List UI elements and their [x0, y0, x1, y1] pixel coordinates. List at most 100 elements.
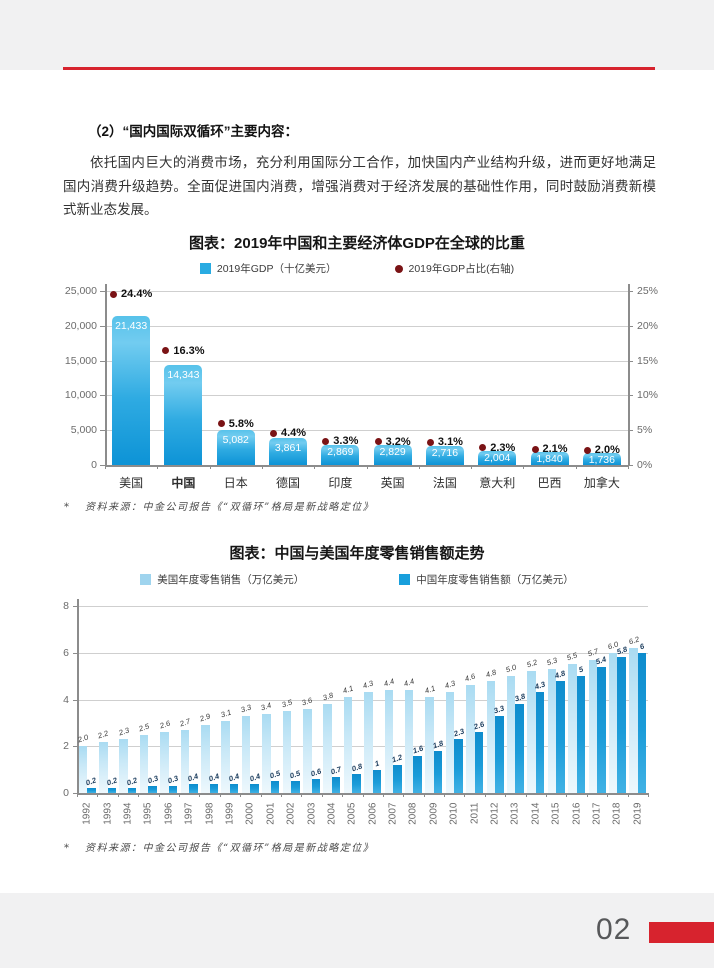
- gdp-chart-legend: 2019年GDP（十亿美元） 2019年GDP占比(右轴): [0, 261, 714, 276]
- us-value-label: 2.2: [96, 728, 110, 740]
- right-axis-label: 20%: [637, 319, 659, 332]
- x-axis-tick: [607, 793, 609, 797]
- cn-bar: [495, 715, 504, 793]
- percent-marker-row: 2.3%: [452, 441, 542, 455]
- left-axis-label: 15,000: [64, 354, 97, 367]
- cn-bar: [229, 783, 239, 793]
- bar: [373, 445, 412, 465]
- us-bar: [588, 659, 598, 793]
- cn-bar: [127, 788, 137, 793]
- x-axis-tick: [280, 793, 282, 797]
- year-label: 2001: [265, 802, 277, 825]
- us-bar: [425, 697, 434, 793]
- year-label: 2005: [346, 802, 358, 825]
- legend-label: 2019年GDP（十亿美元）: [216, 263, 337, 275]
- cn-bar: [433, 750, 443, 793]
- x-axis-tick: [261, 465, 263, 469]
- footnote-marker: *: [64, 502, 69, 513]
- cn-bar: [393, 764, 402, 793]
- us-bar: [323, 704, 332, 793]
- us-bar: [445, 692, 455, 793]
- left-axis-tick: [100, 291, 105, 292]
- retail-chart-title: 图表：中国与美国年度零售销售额走势: [229, 545, 485, 562]
- cn-bar: [189, 783, 198, 793]
- section-heading: （2）“国内国际双循环”主要内容：: [88, 124, 299, 139]
- cn-bar: [454, 739, 463, 793]
- category-label: 日本: [223, 476, 248, 490]
- bar: [530, 452, 569, 465]
- category-label: 英国: [380, 476, 405, 490]
- us-value-label: 3.8: [321, 690, 335, 703]
- us-value-label: 4.3: [362, 679, 375, 691]
- percent-dot-icon: [270, 429, 277, 437]
- year-label: 1999: [224, 802, 236, 825]
- x-axis-tick: [342, 793, 344, 797]
- cn-bar: [291, 781, 300, 793]
- us-value-label: 2.5: [137, 721, 151, 733]
- us-bar: [384, 690, 394, 793]
- us-bar: [221, 720, 230, 793]
- source-note-2: * 资料来源：中金公司报告《“双循环”格局是新战略定位》: [64, 839, 374, 854]
- right-axis-tick: [628, 291, 633, 292]
- left-axis-tick: [73, 699, 77, 701]
- footnote-text: 资料来源：中金公司报告《“双循环”格局是新战略定位》: [85, 502, 375, 513]
- percent-marker-row: 3.3%: [295, 434, 385, 448]
- cn-bar: [87, 788, 96, 793]
- bar-value-label: 3,861: [274, 442, 302, 455]
- legend-label: 美国年度零售销售（万亿美元）: [157, 574, 305, 586]
- page-number: 02: [596, 913, 632, 946]
- left-axis-label: 0: [91, 459, 97, 471]
- us-bar: [303, 708, 312, 793]
- grid-line: [105, 360, 628, 362]
- footnote-text: 资料来源：中金公司报告《“双循环”格局是新战略定位》: [85, 843, 375, 854]
- percent-label: 5.8%: [228, 417, 254, 430]
- year-label: 2014: [530, 802, 542, 825]
- cn-bar: [535, 692, 545, 793]
- body-paragraph: 依托国内巨大的消费市场，充分利用国际分工合作，加快国内产业结构升级，进而更好地满…: [63, 155, 656, 217]
- left-axis-tick: [100, 325, 105, 327]
- percent-dot-icon: [426, 438, 434, 446]
- year-label: 2004: [326, 802, 338, 825]
- percent-marker-row: 24.4%: [86, 287, 176, 301]
- bar: [478, 451, 517, 465]
- legend-label: 中国年度零售销售额（万亿美元）: [416, 574, 574, 586]
- percent-marker-row: 2.1%: [505, 442, 595, 456]
- grid-line: [105, 325, 628, 327]
- right-axis-tick: [628, 395, 633, 397]
- percent-label: 2.0%: [594, 444, 620, 457]
- year-label: 2017: [591, 802, 603, 825]
- blue-square-icon: [399, 574, 411, 585]
- cn-bar: [576, 676, 586, 793]
- bar-value-label: 1,840: [536, 453, 563, 466]
- year-label: 1996: [163, 802, 175, 825]
- grid-line: [77, 652, 648, 654]
- category-label: 德国: [276, 476, 301, 490]
- left-axis-tick: [73, 746, 77, 748]
- us-bar: [404, 690, 414, 793]
- year-label: 2009: [428, 802, 440, 825]
- bar-value-label: 5,082: [222, 433, 249, 446]
- percent-label: 2.1%: [542, 443, 568, 456]
- bar-value-label: 21,433: [115, 319, 148, 332]
- legend-item-gdp-share: 2019年GDP占比(右轴): [394, 261, 514, 276]
- percent-marker-row: 3.1%: [400, 435, 490, 449]
- x-axis-tick: [199, 793, 201, 797]
- us-bar: [527, 671, 536, 793]
- us-bar: [608, 652, 618, 793]
- gdp-chart-title: 图表：2019年中国和主要经济体GDP在全球的比重: [189, 235, 525, 252]
- left-axis-label: 4: [63, 693, 69, 706]
- x-axis-tick: [77, 793, 78, 797]
- x-axis-tick: [240, 793, 242, 797]
- x-axis-tick: [546, 793, 548, 797]
- percent-label: 2.3%: [490, 441, 516, 454]
- left-axis-label: 2: [63, 740, 69, 753]
- year-label: 1994: [122, 802, 134, 825]
- left-axis-tick: [73, 793, 77, 794]
- grid-line: [105, 395, 628, 397]
- us-bar: [343, 697, 353, 793]
- bar: [216, 429, 255, 465]
- x-axis-tick: [158, 793, 160, 797]
- us-bar: [139, 734, 149, 793]
- x-axis-tick: [301, 793, 303, 797]
